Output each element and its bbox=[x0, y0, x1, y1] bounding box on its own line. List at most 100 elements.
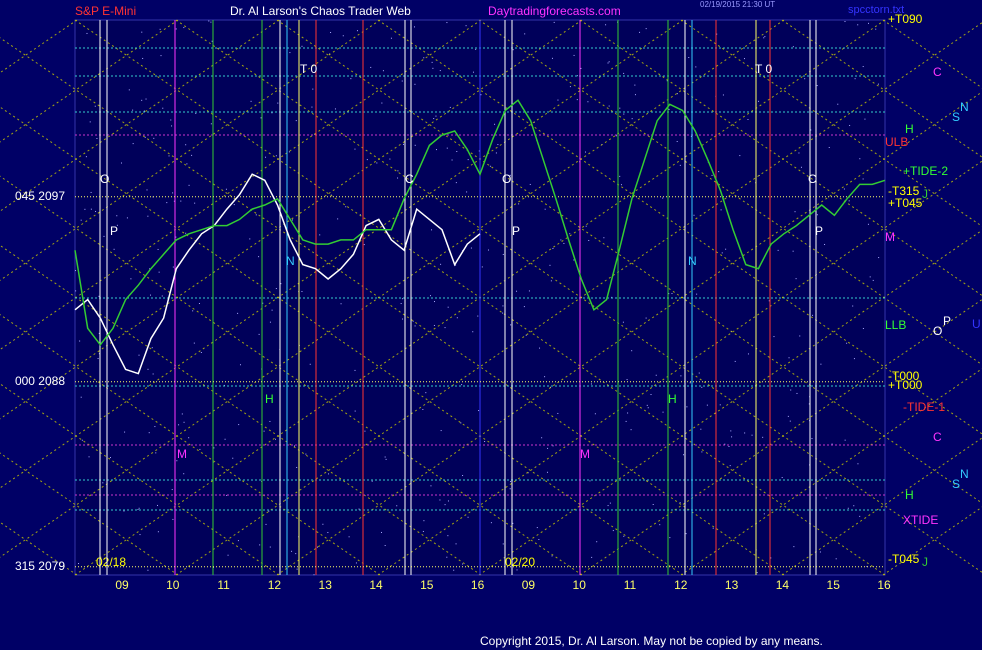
dot bbox=[86, 32, 88, 34]
dot bbox=[605, 24, 607, 26]
dot bbox=[355, 562, 357, 564]
dot bbox=[607, 505, 609, 507]
dot bbox=[172, 192, 174, 194]
chart-letter: H bbox=[668, 392, 677, 406]
dot bbox=[451, 159, 453, 161]
dot bbox=[626, 379, 628, 381]
dot bbox=[843, 188, 845, 190]
dot bbox=[397, 177, 399, 179]
dot bbox=[175, 236, 177, 238]
dot bbox=[743, 58, 745, 60]
dot bbox=[862, 178, 864, 180]
dot bbox=[608, 61, 610, 63]
x-tick-label: 14 bbox=[369, 578, 383, 592]
dot bbox=[260, 117, 262, 119]
annotation: +TIDE-2 bbox=[903, 164, 948, 178]
dot bbox=[199, 448, 201, 450]
dot bbox=[434, 301, 435, 303]
dot bbox=[397, 170, 399, 172]
dot bbox=[389, 158, 391, 160]
dot bbox=[385, 458, 387, 460]
dot bbox=[269, 420, 271, 422]
dot bbox=[446, 22, 448, 24]
dot bbox=[662, 411, 664, 413]
dot bbox=[510, 324, 512, 326]
dot bbox=[210, 123, 212, 125]
dot bbox=[425, 392, 427, 394]
dot bbox=[799, 335, 801, 337]
annotation: J bbox=[922, 555, 928, 569]
dot bbox=[872, 279, 874, 281]
x-tick-label: 12 bbox=[674, 578, 688, 592]
dot bbox=[465, 25, 467, 27]
chart-letter: N bbox=[688, 254, 697, 268]
dot bbox=[414, 144, 416, 146]
dot bbox=[541, 437, 543, 439]
dot bbox=[98, 295, 100, 297]
dot bbox=[808, 403, 810, 405]
dot bbox=[337, 218, 339, 220]
dot bbox=[423, 57, 425, 59]
dot bbox=[607, 62, 609, 64]
dot bbox=[875, 28, 877, 30]
dot bbox=[262, 302, 264, 304]
dot bbox=[178, 424, 180, 426]
dot bbox=[124, 431, 126, 433]
dot bbox=[288, 151, 290, 153]
dot bbox=[78, 563, 80, 565]
timestamp: 02/19/2015 21:30 UT bbox=[700, 0, 775, 9]
dot bbox=[422, 530, 424, 532]
dot bbox=[536, 527, 538, 529]
dot bbox=[729, 465, 731, 467]
dot bbox=[854, 78, 856, 80]
series-line bbox=[74, 173, 481, 375]
dot bbox=[620, 184, 622, 186]
dot bbox=[490, 522, 492, 524]
dot bbox=[402, 318, 404, 320]
dot bbox=[224, 438, 226, 440]
annotation: -T000 bbox=[888, 369, 920, 383]
dot bbox=[435, 115, 437, 117]
dot bbox=[280, 283, 282, 285]
dot bbox=[225, 188, 227, 190]
copyright: Copyright 2015, Dr. Al Larson. May not b… bbox=[480, 634, 823, 648]
dot bbox=[787, 415, 789, 417]
dot bbox=[680, 375, 682, 377]
dot bbox=[747, 353, 749, 355]
dot bbox=[852, 305, 854, 307]
annotation: -T315 bbox=[888, 184, 920, 198]
dot bbox=[116, 224, 118, 226]
dot bbox=[857, 24, 859, 26]
dot bbox=[390, 37, 392, 39]
dot bbox=[831, 443, 833, 445]
dot bbox=[538, 538, 540, 540]
dot bbox=[472, 331, 474, 333]
dot bbox=[269, 321, 271, 323]
dot bbox=[176, 460, 178, 462]
dot bbox=[869, 276, 871, 278]
dot bbox=[98, 332, 100, 334]
dot bbox=[646, 404, 648, 406]
dot bbox=[679, 164, 681, 166]
dot bbox=[552, 248, 554, 250]
dot bbox=[173, 200, 175, 202]
dot bbox=[676, 93, 678, 95]
dot bbox=[462, 563, 464, 565]
annotation: N bbox=[960, 467, 969, 481]
dot bbox=[363, 244, 365, 246]
dot bbox=[590, 383, 592, 385]
dot bbox=[102, 482, 104, 484]
annotation: H bbox=[905, 488, 914, 502]
dot bbox=[634, 84, 636, 86]
dot bbox=[186, 163, 188, 165]
dot bbox=[756, 572, 758, 574]
chart-letter: M bbox=[177, 447, 187, 461]
dot bbox=[792, 250, 794, 252]
dot bbox=[345, 206, 347, 208]
dot bbox=[213, 567, 215, 569]
annotation: P bbox=[943, 314, 951, 328]
y-tick-label: 315 2079 bbox=[15, 559, 65, 573]
chart-letter: N bbox=[286, 254, 295, 268]
dot bbox=[195, 112, 197, 114]
